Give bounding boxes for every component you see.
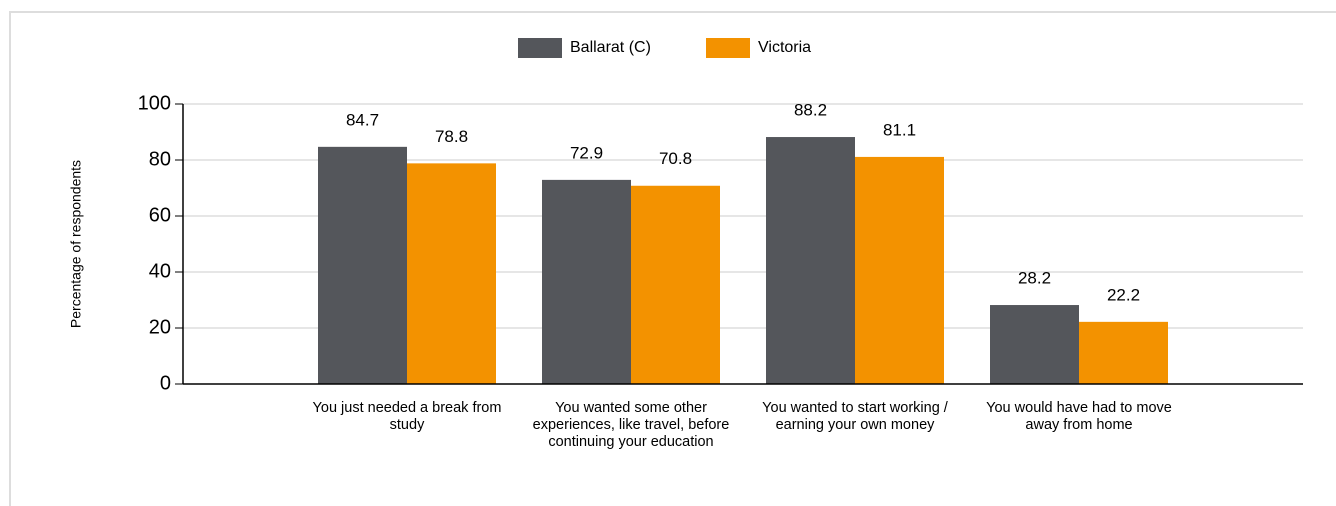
x-tick-label: You just needed a break from study [312,400,502,433]
x-tick-label-box: You wanted to start working / earning yo… [762,400,948,433]
x-tick-label-box: You just needed a break from study [312,400,502,433]
bar [766,137,855,384]
legend-swatch [706,38,750,58]
bar [542,179,631,384]
legend-swatch [518,38,562,58]
y-tick-label: 40 [149,260,171,282]
bar [855,156,944,384]
legend-label: Victoria [758,39,811,56]
data-label: 88.2 [794,101,827,120]
frame [9,11,1336,506]
bar [631,185,720,384]
bar [1079,321,1168,384]
y-tick-label: 0 [160,372,171,394]
legend-label: Ballarat (C) [570,39,651,56]
data-label: 72.9 [570,143,603,162]
data-label: 22.2 [1107,285,1140,304]
y-tick-label: 80 [149,148,171,170]
bar [407,163,496,384]
data-label: 84.7 [346,110,379,129]
data-label: 78.8 [435,127,468,146]
x-tick-label-box: You wanted some other experiences, like … [532,400,730,450]
x-tick-label-box: You would have had to move away from hom… [986,400,1172,433]
data-label: 70.8 [659,149,692,168]
y-tick-label: 20 [149,316,171,338]
x-tick-label: You wanted some other experiences, like … [532,400,730,450]
x-tick-label: You wanted to start working / earning yo… [762,400,948,433]
bar [318,146,407,384]
y-tick-label: 60 [149,204,171,226]
data-label: 81.1 [883,120,916,139]
data-label: 28.2 [1018,269,1051,288]
y-tick-label: 100 [138,92,171,114]
bar [990,305,1079,384]
x-tick-label: You would have had to move away from hom… [986,400,1172,433]
y-axis-label: Percentage of respondents [68,160,84,328]
